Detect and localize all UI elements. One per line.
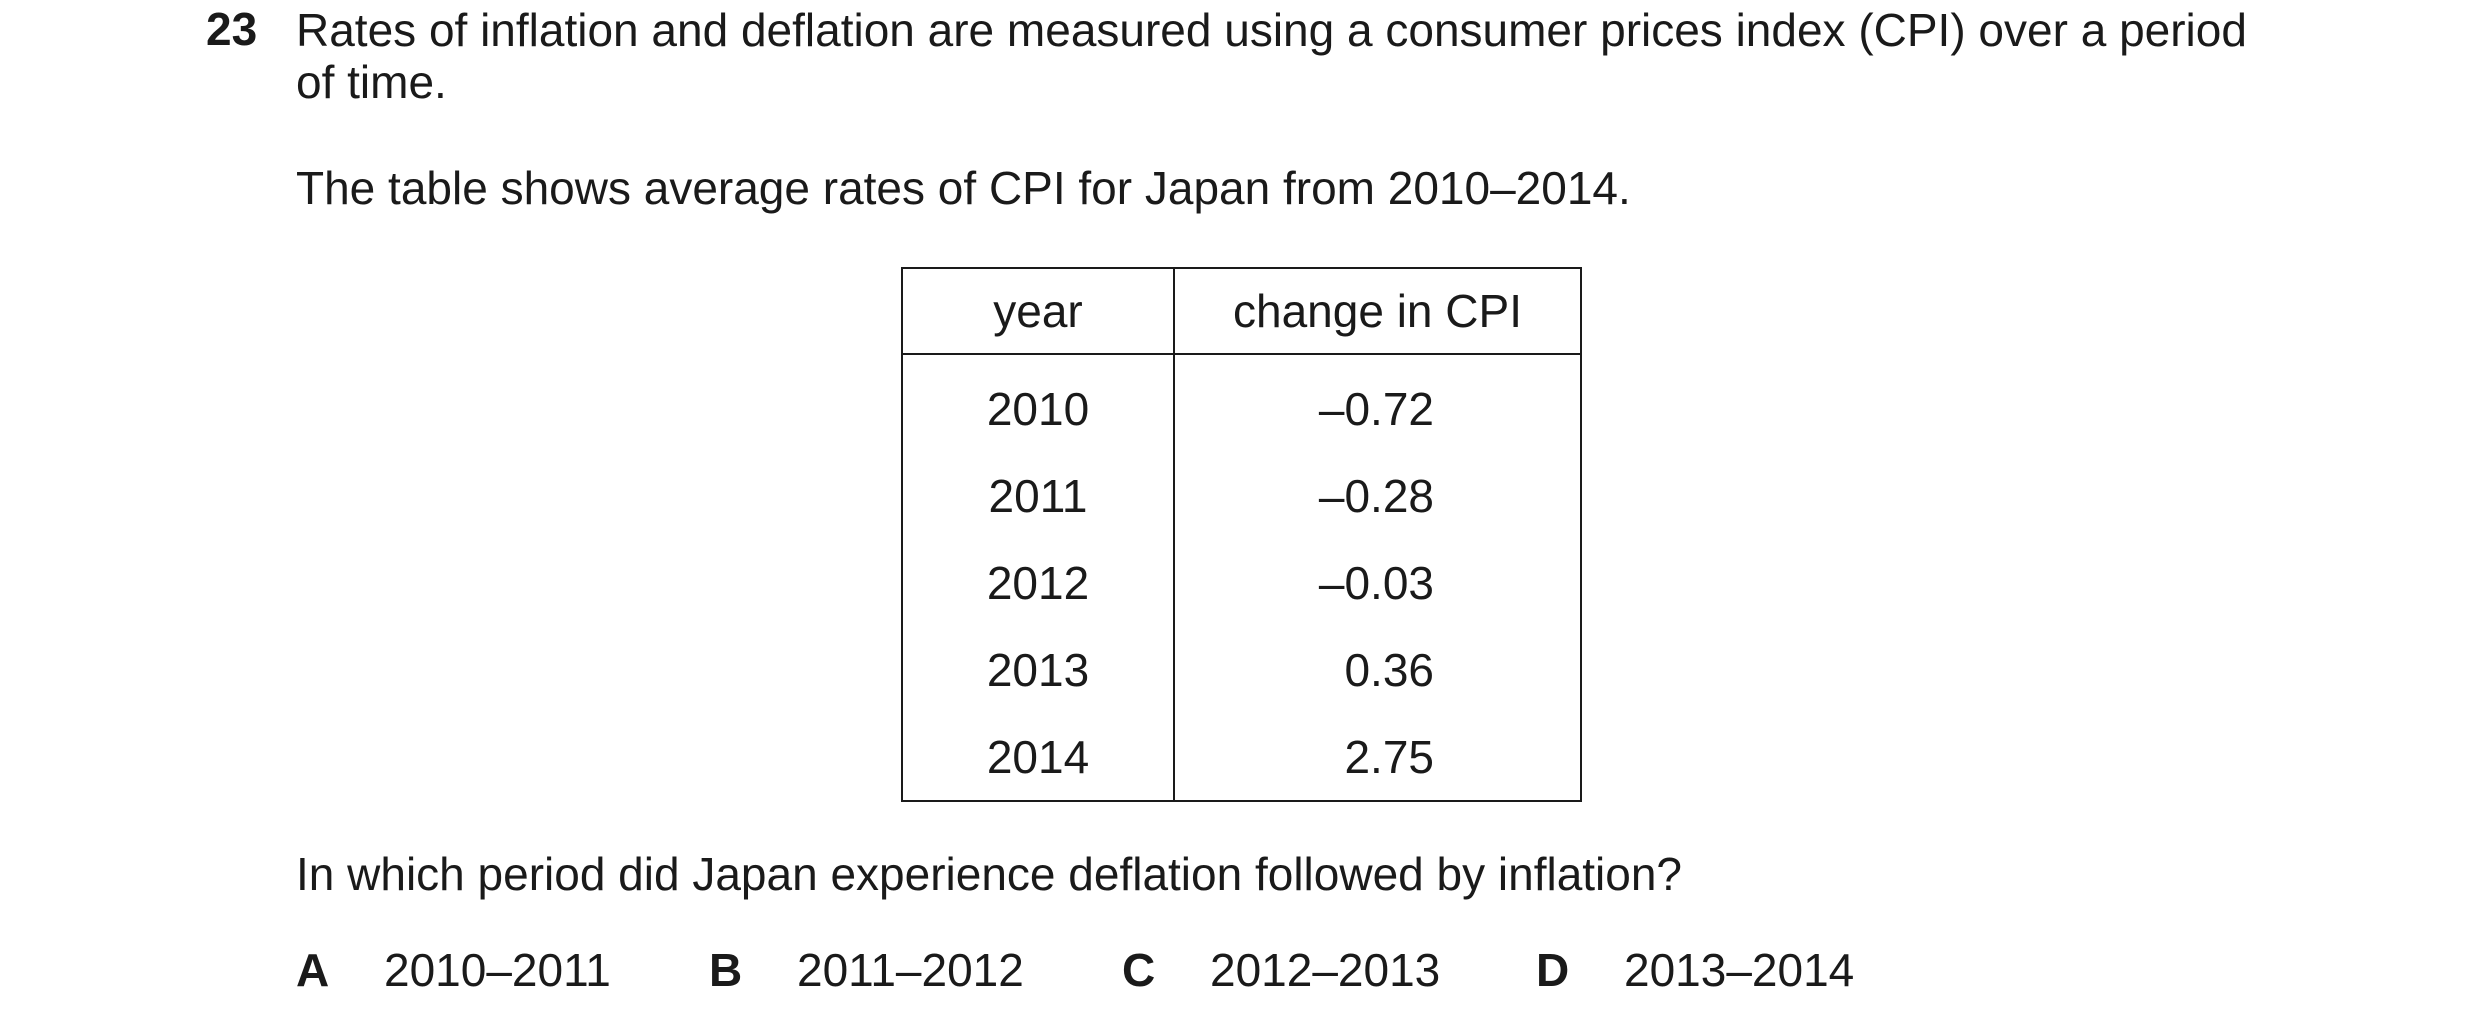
- table-intro-text: The table shows average rates of CPI for…: [296, 162, 1631, 214]
- table-row: 2012 –0.03: [901, 539, 1582, 626]
- option-text: 2013–2014: [1624, 944, 1855, 996]
- question-stem-line-2: of time.: [296, 56, 447, 108]
- table-header-row: year change in CPI: [901, 267, 1582, 355]
- change-cell: –0.28: [1173, 452, 1582, 539]
- option-letter: B: [709, 944, 743, 996]
- year-cell: 2014: [901, 713, 1175, 802]
- header-year: year: [901, 267, 1175, 355]
- change-cell: –0.72: [1173, 354, 1582, 452]
- cpi-table: year change in CPI 2010 –0.72 2011 –0.28…: [901, 267, 1582, 802]
- question-text: In which period did Japan experience def…: [296, 848, 1683, 900]
- question-stem-line-1: Rates of inflation and deflation are mea…: [296, 4, 2247, 56]
- table-row: 2011 –0.28: [901, 452, 1582, 539]
- option-letter: A: [296, 944, 330, 996]
- table-row: 2010 –0.72: [901, 354, 1582, 452]
- option-text: 2011–2012: [797, 944, 1024, 996]
- option-a[interactable]: A 2010–2011: [296, 944, 611, 996]
- option-letter: D: [1536, 944, 1570, 996]
- question-number: 23: [206, 3, 258, 55]
- option-text: 2010–2011: [384, 944, 611, 996]
- option-b[interactable]: B 2011–2012: [709, 944, 1024, 996]
- option-letter: C: [1122, 944, 1156, 996]
- change-cell: 0.36: [1173, 626, 1582, 713]
- year-cell: 2012: [901, 539, 1175, 626]
- table-row: 2013 0.36: [901, 626, 1582, 713]
- year-cell: 2011: [901, 452, 1175, 539]
- header-change-in-cpi: change in CPI: [1173, 267, 1582, 355]
- option-d[interactable]: D 2013–2014: [1536, 944, 1854, 996]
- change-cell: 2.75: [1173, 713, 1582, 802]
- table-row: 2014 2.75: [901, 713, 1582, 802]
- option-text: 2012–2013: [1210, 944, 1441, 996]
- option-c[interactable]: C 2012–2013: [1122, 944, 1440, 996]
- year-cell: 2010: [901, 354, 1175, 452]
- year-cell: 2013: [901, 626, 1175, 713]
- change-cell: –0.03: [1173, 539, 1582, 626]
